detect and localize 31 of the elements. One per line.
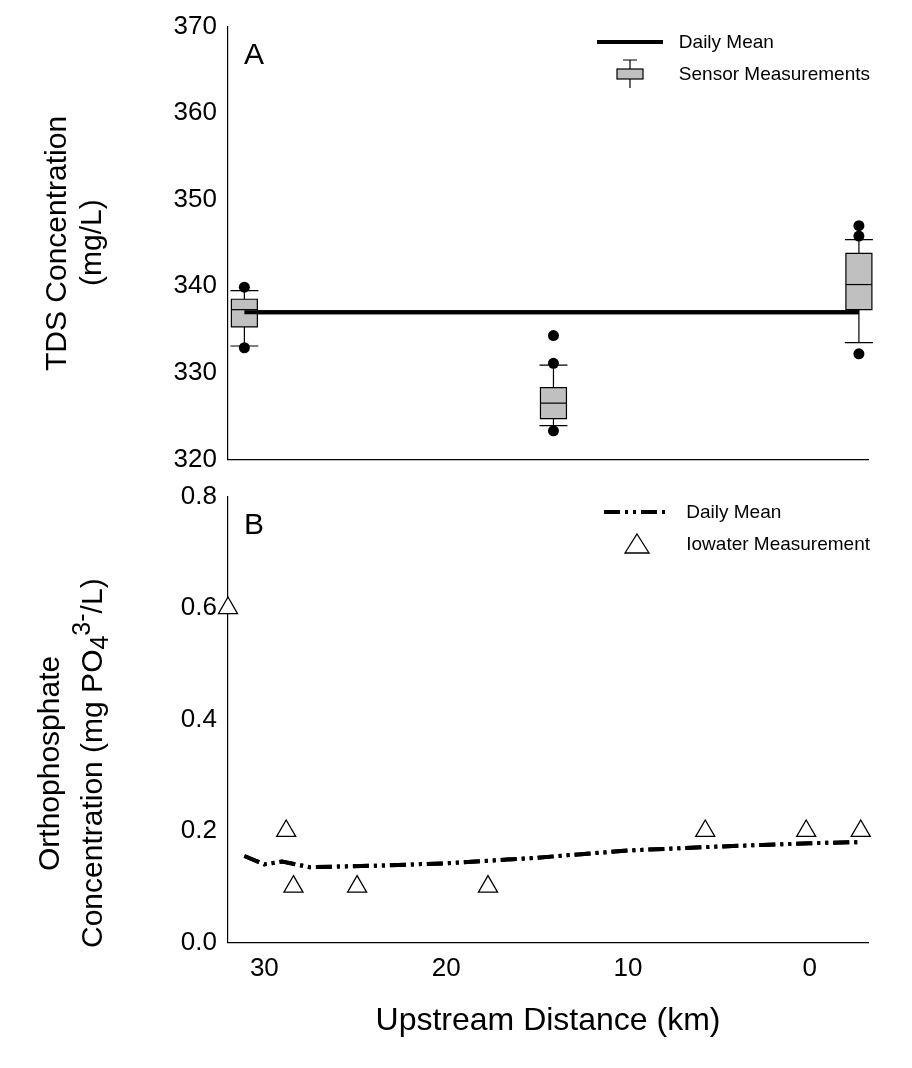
y-tick-label: 360	[173, 96, 217, 127]
point	[346, 875, 368, 893]
point	[283, 875, 304, 893]
point	[796, 819, 817, 838]
annotation: A	[244, 36, 265, 70]
point	[217, 596, 239, 615]
y-tick-label: 0.4	[180, 702, 217, 733]
point	[477, 875, 499, 893]
y-tick-label: 0.6	[180, 591, 217, 622]
legend-label: Sensor Measurements	[678, 63, 870, 85]
y-tick-label: 330	[173, 356, 217, 387]
legend-label: Daily Mean	[686, 501, 782, 523]
y-tick-label: 0.8	[180, 479, 217, 510]
legend-label: Iowater Measurement	[686, 533, 870, 555]
y-tick-label: 0.2	[180, 814, 217, 845]
point	[695, 819, 716, 838]
y-axis-title: TDS Concentration (mg/L)	[38, 114, 108, 373]
annotation: B	[244, 506, 265, 540]
x-tick-label: 20	[431, 952, 461, 983]
y-tick-label: 340	[173, 269, 217, 300]
x-tick-label: 10	[613, 952, 643, 983]
y-tick-label: 320	[173, 442, 217, 473]
y-tick-label: 350	[173, 182, 217, 213]
y-tick-label: 370	[173, 9, 217, 40]
y-tick-label: 0.0	[180, 925, 217, 956]
point	[276, 819, 297, 838]
legend-label: Daily Mean	[678, 31, 774, 53]
x-tick-label: 0	[802, 952, 818, 983]
point	[850, 819, 871, 838]
x-axis-title: Upstream Distance (km)	[375, 1000, 721, 1037]
x-tick-label: 30	[249, 952, 279, 983]
